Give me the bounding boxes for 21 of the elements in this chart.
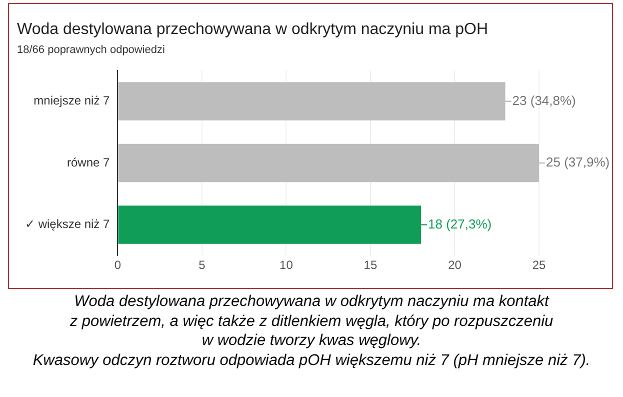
bar: [118, 82, 506, 120]
text: Kwasowy odczyn roztworu odpowiada pOH większemu niż 7 (pH mniejsze niż 7).: [32, 350, 592, 370]
text: Woda destylowana przechowywana w odkrytym naczyniu ma kontakt: [73, 292, 550, 312]
x-tick-label: 20: [448, 258, 462, 272]
text: w wodzie tworzy kwas węglowy.: [200, 331, 422, 350]
y-tick-label: ✓ większe niż 7: [24, 217, 110, 232]
data-label: 25 (37,9%): [546, 154, 610, 170]
y-tick-label: mniejsze niż 7: [34, 94, 110, 108]
chart-title: Woda destylowana przechowywana w odkrytym naczyniu ma pOH: [17, 21, 488, 38]
text: z powietrzem, a więc także z ditlenkiem węgla, który po rozpuszczeniu: [68, 312, 554, 331]
x-tick-label: 25: [532, 258, 546, 272]
bar: [118, 206, 422, 244]
x-tick-label: 5: [198, 258, 206, 272]
bar: [118, 144, 539, 182]
x-tick-label: 0: [114, 258, 122, 272]
x-tick-label: 15: [364, 258, 378, 272]
y-tick-label: równe 7: [66, 155, 110, 170]
chart-subtitle: 18/66 poprawnych odpowiedzi: [17, 44, 165, 56]
data-label: 18 (27,3%): [428, 216, 492, 232]
x-tick-label: 10: [280, 258, 294, 272]
data-label: 23 (34,8%): [512, 92, 576, 108]
